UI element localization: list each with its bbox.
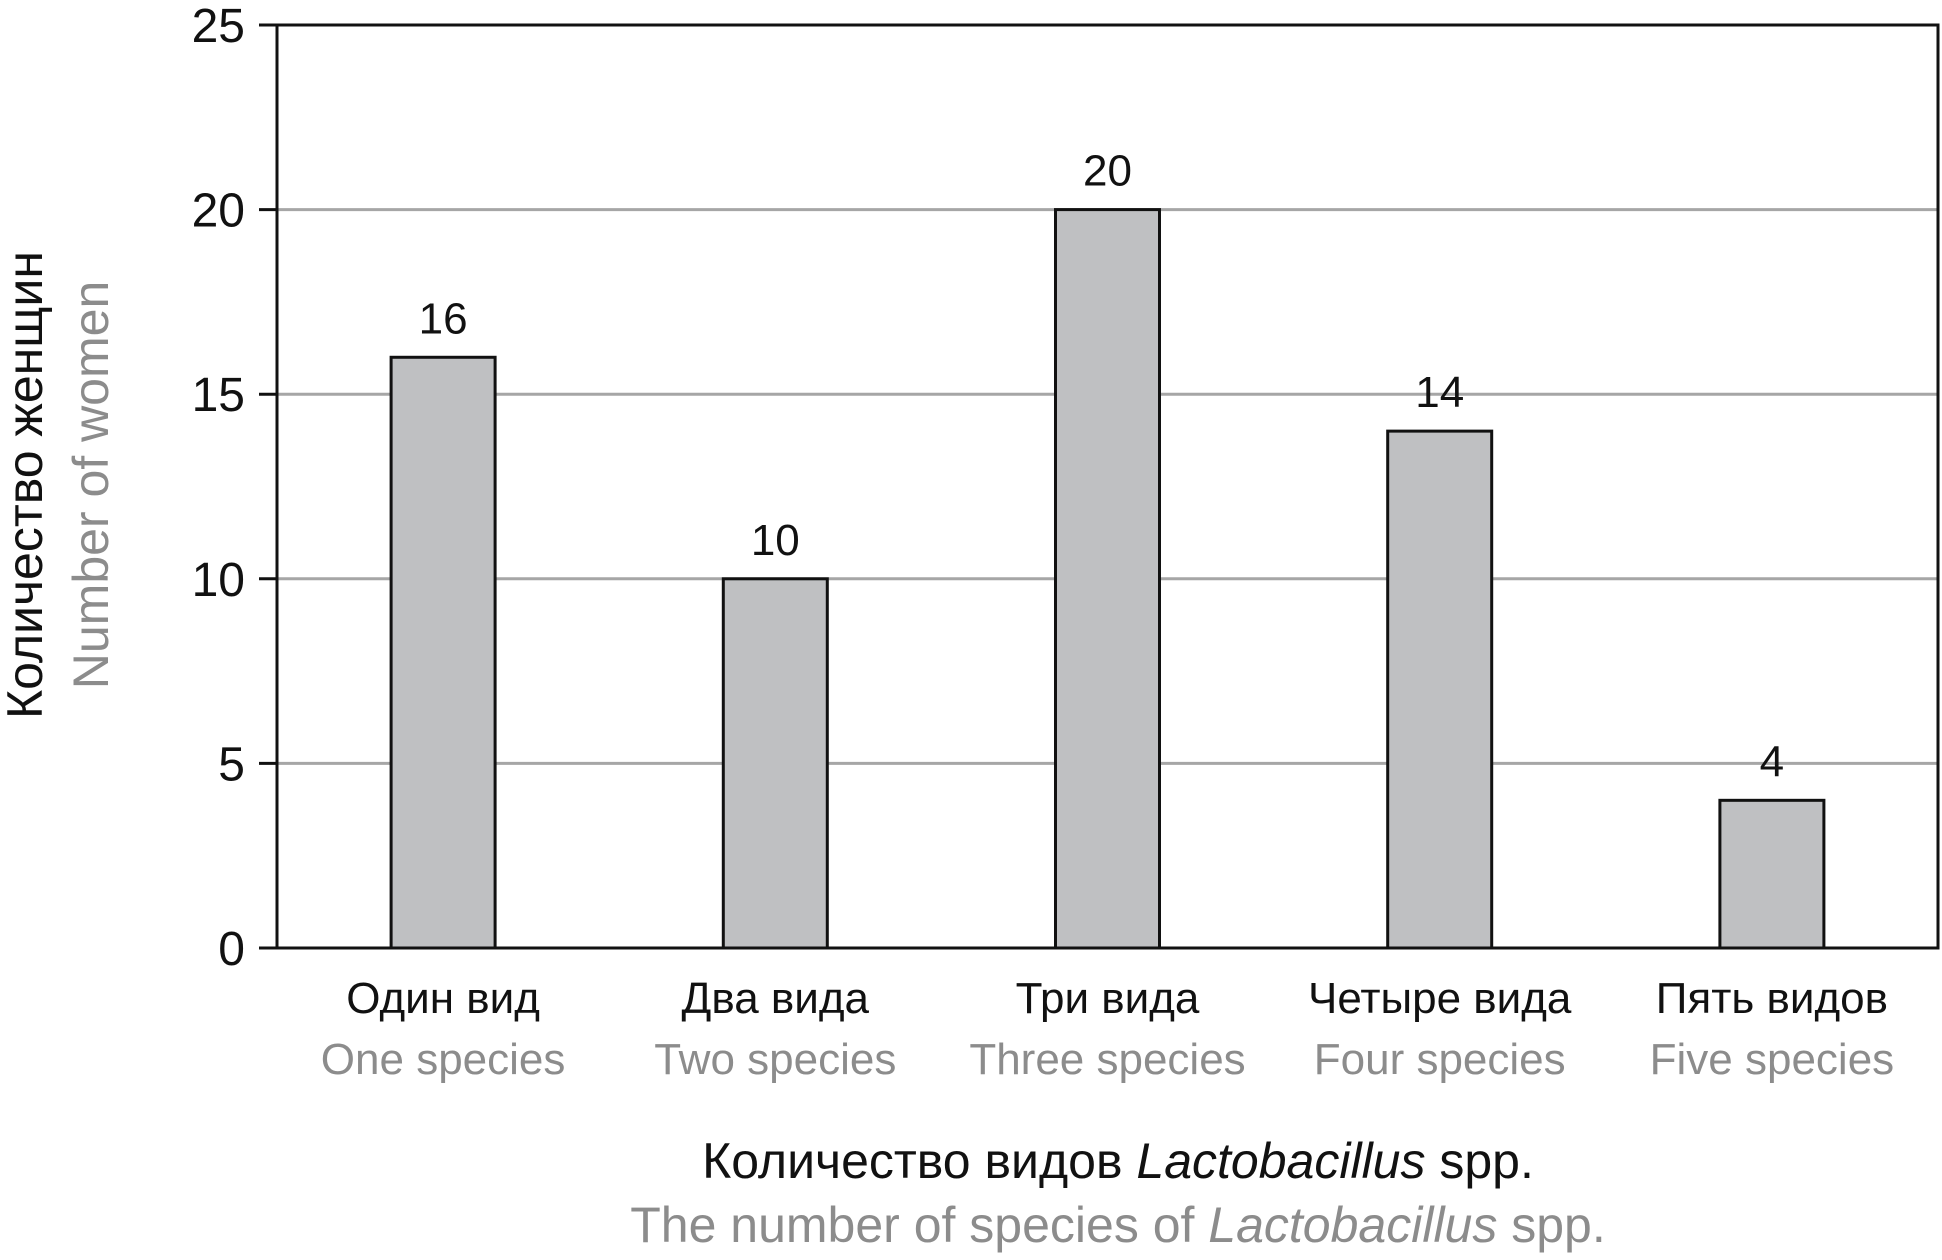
x-tick-label-en: Five species	[1650, 1035, 1895, 1084]
y-tick-label: 25	[192, 0, 245, 53]
y-tick-labels: 0 5 10 15 20 25	[192, 0, 277, 976]
x-axis-title: Количество видов Lactobacillus spp. The …	[630, 1133, 1606, 1253]
y-tick-label: 20	[192, 185, 245, 238]
data-label: 16	[419, 294, 468, 343]
y-tick-label: 5	[218, 738, 245, 791]
y-tick-label: 0	[218, 923, 245, 976]
data-label: 14	[1415, 368, 1464, 417]
x-tick-label-ru: Четыре вида	[1308, 974, 1572, 1023]
y-tick-label: 15	[192, 369, 245, 422]
bar	[1386, 429, 1494, 950]
x-tick-label-en: Two species	[654, 1035, 896, 1084]
data-label: 20	[1083, 147, 1132, 196]
y-axis-title-en: Number of women	[63, 281, 119, 690]
data-labels: 16 10 20 14 4	[419, 147, 1785, 787]
x-axis-title-ru: Количество видов Lactobacillus spp.	[702, 1133, 1534, 1189]
x-tick-label-ru: Пять видов	[1656, 974, 1888, 1023]
y-axis-title-ru: Количество женщин	[0, 251, 53, 719]
data-label: 4	[1760, 737, 1784, 786]
x-tick-label-ru: Один вид	[346, 974, 540, 1023]
y-tick-label: 10	[192, 554, 245, 607]
x-tick-label-en: Three species	[969, 1035, 1245, 1084]
bar	[1718, 798, 1826, 950]
bar	[721, 577, 829, 950]
plot-frame	[275, 23, 1940, 950]
x-tick-label-ru: Два вида	[682, 974, 870, 1023]
x-tick-label-en: One species	[321, 1035, 566, 1084]
x-tick-label-en: Four species	[1314, 1035, 1566, 1084]
x-category-labels: Один вид One species Два вида Two species Тр…	[321, 974, 1894, 1084]
x-axis-title-en: The number of species of Lactobacillus s…	[630, 1197, 1606, 1253]
y-axis-title: Количество женщин Number of women	[0, 251, 119, 719]
bar	[1054, 208, 1161, 950]
data-label: 10	[751, 516, 800, 565]
x-tick-label-ru: Три вида	[1016, 974, 1200, 1023]
bar	[389, 355, 497, 950]
